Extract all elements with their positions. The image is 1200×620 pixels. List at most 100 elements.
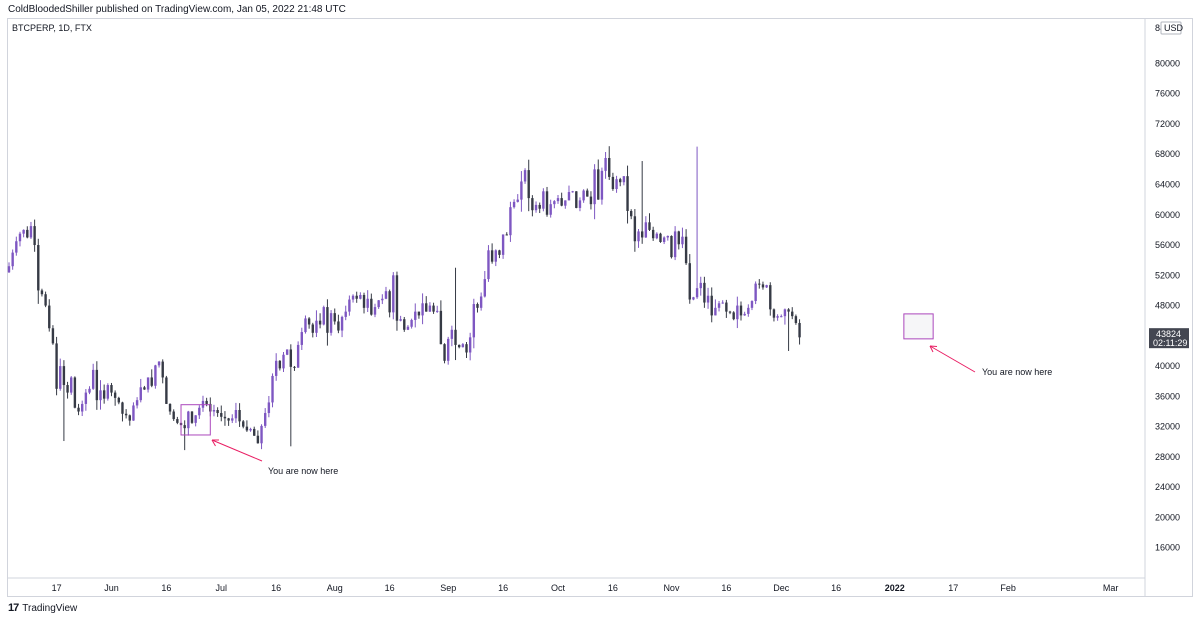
candle-body xyxy=(556,198,560,202)
candle-body xyxy=(743,313,746,316)
candle-body xyxy=(765,285,768,288)
candle xyxy=(18,231,22,247)
candle xyxy=(512,199,516,209)
candle-body xyxy=(439,310,443,345)
candle xyxy=(461,343,465,348)
candle xyxy=(73,376,77,409)
time-tick-label: 16 xyxy=(721,583,731,593)
price-tick-label: 28000 xyxy=(1155,452,1180,462)
price-axis[interactable]: 1600020000240002800032000360004000044000… xyxy=(1144,18,1189,597)
candle-body xyxy=(637,231,640,242)
tradingview-footer: 17 TradingView xyxy=(8,602,77,614)
candle-body xyxy=(143,387,146,390)
candle xyxy=(750,300,754,311)
candle xyxy=(644,216,648,238)
candle xyxy=(728,310,732,315)
candle-body xyxy=(344,311,347,317)
time-tick-label: Mar xyxy=(1103,583,1119,593)
candle xyxy=(732,311,735,321)
candle-body xyxy=(501,234,505,255)
candle xyxy=(567,185,571,201)
candle xyxy=(311,322,314,338)
candle xyxy=(238,403,241,427)
candle xyxy=(176,416,179,425)
candle xyxy=(77,403,80,416)
candle-body xyxy=(282,354,285,369)
candle-body xyxy=(384,291,388,299)
candle xyxy=(220,405,223,422)
candle xyxy=(575,191,578,209)
candle-body xyxy=(571,191,574,193)
candle xyxy=(417,311,421,319)
candle xyxy=(139,378,142,403)
candle xyxy=(439,300,443,345)
candle xyxy=(289,344,293,447)
candle-body xyxy=(465,344,468,353)
candle-body xyxy=(633,216,637,242)
candle xyxy=(143,385,146,390)
candle xyxy=(264,408,267,428)
candle xyxy=(245,420,249,432)
candle-body xyxy=(611,176,615,190)
candle xyxy=(553,200,556,209)
tradingview-logo-icon: 17 xyxy=(8,602,19,614)
candle xyxy=(556,195,560,204)
candle-body xyxy=(322,307,325,325)
candle-body xyxy=(392,275,395,313)
candle-body xyxy=(22,229,25,234)
candle-body xyxy=(545,191,549,215)
candle-body xyxy=(406,326,410,330)
candle xyxy=(150,369,153,388)
candle xyxy=(91,363,95,390)
candle xyxy=(549,199,552,218)
time-axis[interactable]: 17 Jun 16 Jul 16 Aug 16 Sep 16 Oct 16 Nov 16 Dec 16 202… xyxy=(7,577,1145,593)
candle-body xyxy=(706,295,710,303)
candle-body xyxy=(121,402,124,414)
candle xyxy=(161,359,164,384)
time-tick-label: 16 xyxy=(385,583,395,593)
candle xyxy=(630,209,633,220)
candle xyxy=(344,305,347,321)
candle-body xyxy=(146,377,150,390)
candle-body xyxy=(37,245,40,291)
candle xyxy=(505,232,508,236)
candle xyxy=(282,351,285,372)
arrow-head-icon xyxy=(929,345,938,353)
candle-body xyxy=(747,307,750,314)
candle xyxy=(223,411,227,426)
candle xyxy=(608,146,611,180)
candle-body xyxy=(81,403,84,412)
candle xyxy=(249,427,252,432)
price-tick-label: 64000 xyxy=(1155,179,1180,189)
candle xyxy=(454,267,457,361)
candle xyxy=(399,315,402,322)
candle-body xyxy=(44,294,47,306)
candle-body xyxy=(117,397,120,403)
candle-body xyxy=(516,199,519,202)
candle-body xyxy=(242,421,245,427)
time-tick-label: 2022 xyxy=(885,583,905,593)
candle-body xyxy=(512,201,516,208)
candle xyxy=(231,414,234,424)
candle xyxy=(370,293,373,316)
tradingview-brand: TradingView xyxy=(22,602,78,614)
time-tick-label: Oct xyxy=(551,583,566,593)
candle-body xyxy=(428,305,432,312)
price-tick-label: 20000 xyxy=(1155,512,1180,522)
candle-body xyxy=(479,296,483,308)
candle xyxy=(450,325,454,347)
candle xyxy=(388,289,391,318)
candle-body xyxy=(318,320,322,325)
candle xyxy=(117,396,120,405)
candle xyxy=(662,236,666,245)
candle xyxy=(593,164,596,220)
candle-body xyxy=(315,320,318,333)
candle-body xyxy=(721,302,724,304)
candle-body xyxy=(651,229,655,239)
annotation-layer: You are now here You are now here xyxy=(180,313,1052,476)
candle-body xyxy=(794,316,798,323)
candle-body xyxy=(154,365,157,386)
candle xyxy=(421,293,424,325)
candle xyxy=(597,159,600,200)
